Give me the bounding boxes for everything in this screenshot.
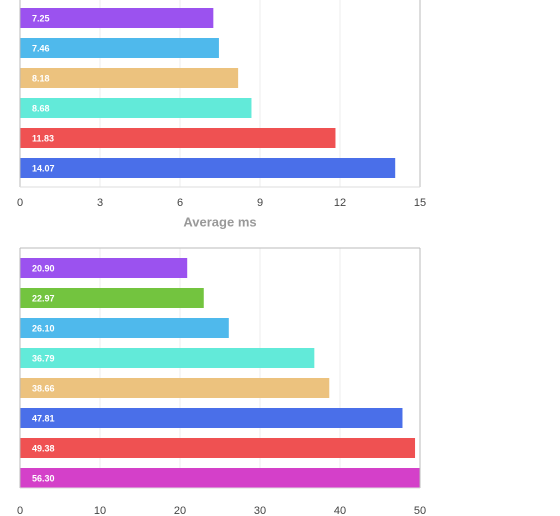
bar: [20, 68, 239, 88]
value-label: 49.38: [32, 443, 55, 453]
bar: [20, 98, 252, 118]
value-label: 7.25: [32, 13, 50, 23]
x-axis-title: Average ms: [183, 214, 256, 229]
value-label: 11.83: [32, 133, 54, 143]
bar: [20, 288, 204, 308]
x-tick-label: 12: [334, 197, 346, 209]
bar: [20, 258, 188, 278]
bar: [20, 378, 330, 398]
bar: [20, 38, 219, 58]
x-tick-label: 3: [97, 197, 103, 209]
x-tick-label: 50: [414, 505, 426, 516]
bar: [20, 8, 214, 28]
value-label: 36.79: [32, 353, 55, 363]
value-label: 7.46: [32, 43, 50, 53]
bar: [20, 128, 336, 148]
x-tick-label: 20: [174, 505, 186, 516]
x-tick-label: 0: [17, 505, 23, 516]
bar: [20, 158, 396, 178]
bar: [20, 318, 229, 338]
bar: [20, 408, 403, 428]
value-label: 22.97: [32, 293, 55, 303]
x-tick-label: 10: [94, 505, 106, 516]
x-tick-label: 0: [17, 197, 23, 209]
value-label: 47.81: [32, 413, 55, 423]
value-label: 8.18: [32, 73, 50, 83]
x-tick-label: 40: [334, 505, 346, 516]
bars: 20.90 22.97 26.10 36.79 38.66 47.81 49.38 56.30: [20, 258, 420, 488]
x-tick-label: 30: [254, 505, 266, 516]
bar: [20, 468, 420, 488]
value-label: 14.07: [32, 163, 55, 173]
bars: 7.25 7.46 8.18 8.68 11.83 14.07: [20, 8, 396, 178]
bar: [20, 438, 416, 458]
value-label: 38.66: [32, 383, 55, 393]
x-tick-label: 6: [177, 197, 183, 209]
x-tick-label: 9: [257, 197, 263, 209]
value-label: 20.90: [32, 263, 55, 273]
x-tick-label: 15: [414, 197, 426, 209]
value-label: 56.30: [32, 473, 55, 483]
value-label: 26.10: [32, 323, 55, 333]
bar: [20, 348, 315, 368]
value-label: 8.68: [32, 103, 50, 113]
